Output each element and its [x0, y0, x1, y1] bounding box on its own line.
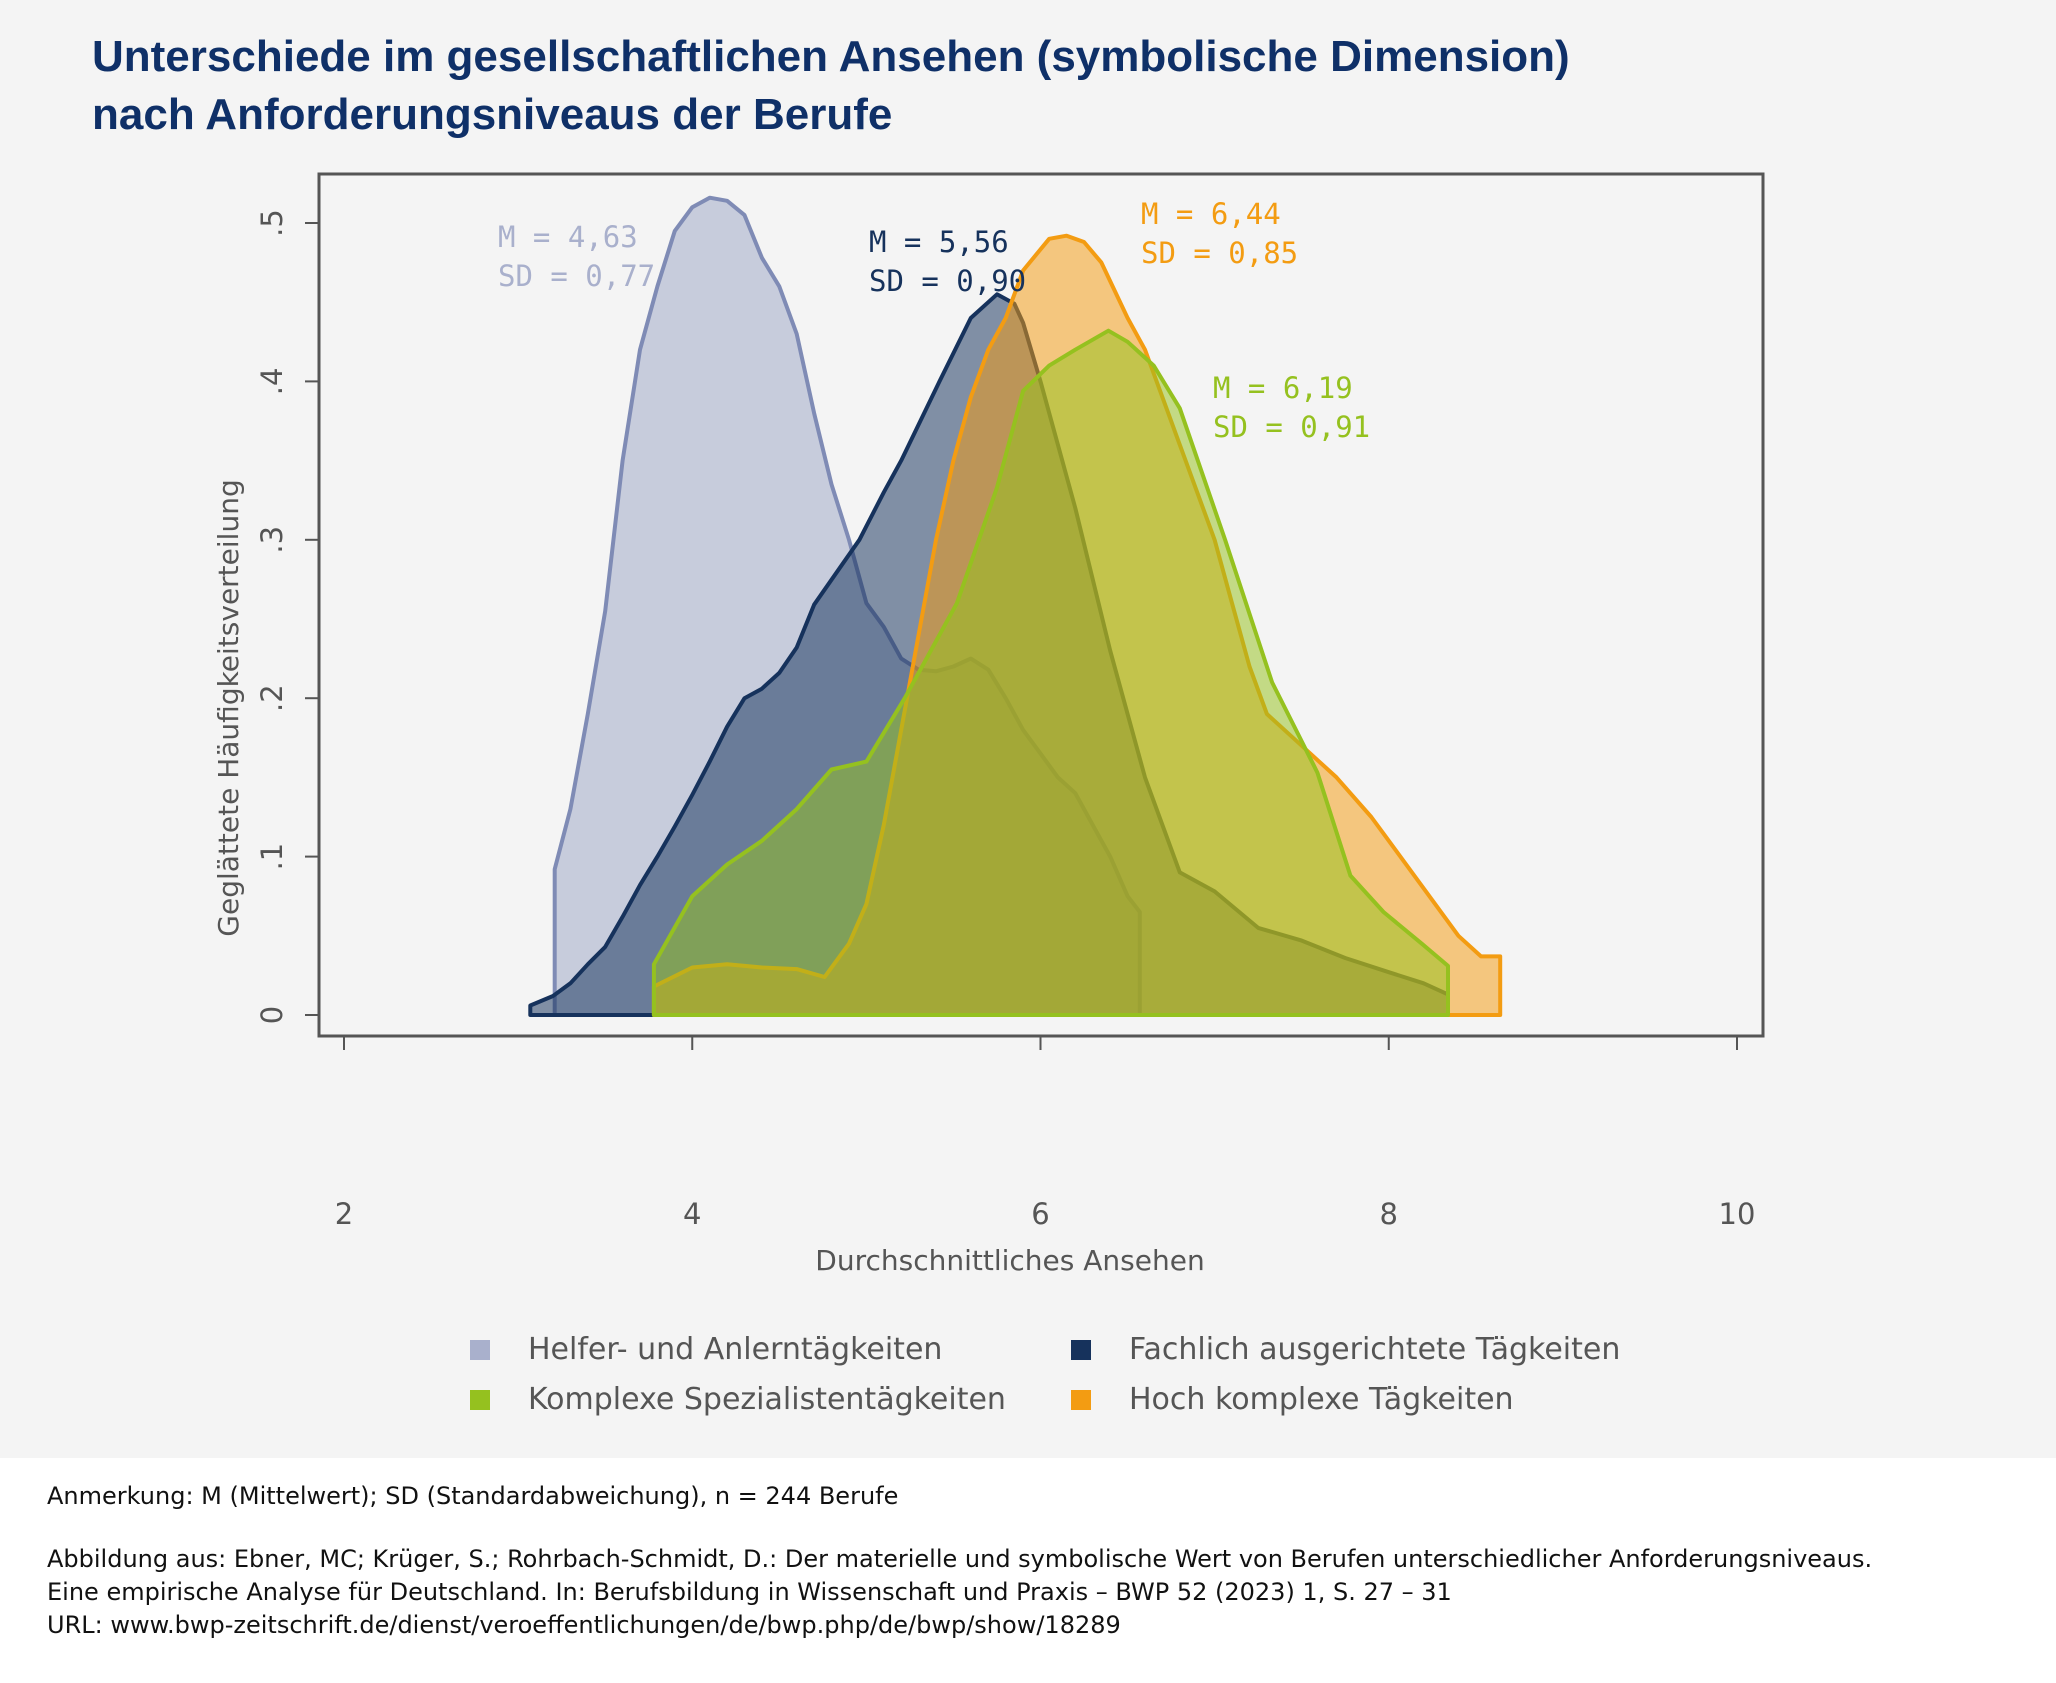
y-axis-label: Geglättete Häufigkeitsverteilung: [212, 479, 245, 936]
y-tick-label: .2: [255, 684, 289, 712]
legend-label: Komplexe Spezialistentägkeiten: [528, 1382, 1006, 1417]
legend-label: Fachlich ausgerichtete Tägkeiten: [1129, 1332, 1621, 1367]
x-axis-label: Durchschnittliches Ansehen: [815, 1244, 1204, 1277]
density-areas: [528, 195, 1503, 1017]
y-tick-label: .3: [255, 526, 289, 554]
legend-label: Helfer- und Anlerntägkeiten: [528, 1332, 943, 1367]
title-line-1: Unterschiede im gesellschaftlichen Anseh…: [92, 32, 1570, 81]
footnote-source-1: Abbildung aus: Ebner, MC; Krüger, S.; Ro…: [47, 1545, 1873, 1573]
x-tick-label: 8: [1380, 1197, 1398, 1231]
x-tick-label: 10: [1719, 1197, 1756, 1231]
density-area-3: [651, 328, 1450, 1017]
density-chart: 2 4 6 8 10 0 .1 .2 .3 .4 .5 Durchschnittliches An…: [212, 172, 1765, 1277]
title-line-2: nach Anforderungsniveaus der Berufe: [92, 90, 893, 139]
series-annotation: SD = 0,85: [1141, 236, 1298, 270]
y-axis: 0 .1 .2 .3 .4 .5: [255, 209, 319, 1024]
legend-swatch: [470, 1390, 490, 1410]
series-annotation: SD = 0,91: [1213, 410, 1370, 444]
series-annotation: M = 5,56: [869, 225, 1009, 259]
footnote-source-2: Eine empirische Analyse für Deutschland.…: [47, 1578, 1452, 1606]
series-annotation: M = 4,63: [498, 220, 638, 254]
series-annotation: M = 6,44: [1141, 197, 1281, 231]
series-annotation: SD = 0,90: [869, 264, 1026, 298]
series-annotation: SD = 0,77: [498, 259, 655, 293]
chart-title: Unterschiede im gesellschaftlichen Anseh…: [92, 28, 1570, 144]
legend-swatch: [470, 1340, 490, 1360]
x-tick-label: 2: [335, 1197, 353, 1231]
x-tick-label: 4: [683, 1197, 701, 1231]
legend-swatch: [1071, 1390, 1091, 1410]
annotations: M = 4,63 SD = 0,77 M = 5,56 SD = 0,90 M = 6,…: [498, 197, 1370, 444]
legend-label: Hoch komplexe Tägkeiten: [1129, 1382, 1514, 1417]
footnote-note: Anmerkung: M (Mittelwert); SD (Standarda…: [47, 1482, 899, 1510]
y-tick-label: .1: [255, 843, 289, 871]
y-tick-label: .4: [255, 368, 289, 396]
legend-swatch: [1071, 1340, 1091, 1360]
series-annotation: M = 6,19: [1213, 371, 1353, 405]
x-tick-label: 6: [1031, 1197, 1049, 1231]
y-tick-label: 0: [255, 1006, 289, 1024]
y-tick-label: .5: [255, 209, 289, 237]
x-axis: 2 4 6 8 10: [335, 1036, 1756, 1231]
footnote-url: URL: www.bwp-zeitschrift.de/dienst/veroe…: [47, 1611, 1121, 1639]
